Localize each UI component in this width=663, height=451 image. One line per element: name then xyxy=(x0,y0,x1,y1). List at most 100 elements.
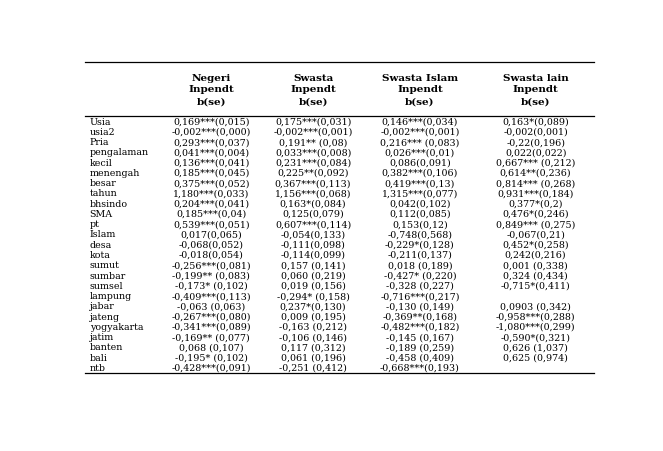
Text: 0,625 (0,974): 0,625 (0,974) xyxy=(503,353,568,362)
Text: kota: kota xyxy=(90,250,111,259)
Text: bali: bali xyxy=(90,353,107,362)
Text: -0,256***(0,081): -0,256***(0,081) xyxy=(172,261,251,270)
Text: jabar: jabar xyxy=(90,302,114,311)
Text: -0,195* (0,102): -0,195* (0,102) xyxy=(175,353,248,362)
Text: 0,169***(0,015): 0,169***(0,015) xyxy=(173,117,249,126)
Text: 0,814*** (0,268): 0,814*** (0,268) xyxy=(496,179,575,188)
Text: 0,163*(0,089): 0,163*(0,089) xyxy=(503,117,569,126)
Text: -0,106 (0,146): -0,106 (0,146) xyxy=(279,332,347,341)
Text: 0,476*(0,246): 0,476*(0,246) xyxy=(503,209,569,218)
Text: 0,041***(0,004): 0,041***(0,004) xyxy=(173,148,249,157)
Text: usia2: usia2 xyxy=(90,128,115,137)
Text: -0,22(0,196): -0,22(0,196) xyxy=(506,138,565,147)
Text: banten: banten xyxy=(90,343,123,352)
Text: sumbar: sumbar xyxy=(90,271,126,280)
Text: -0,114(0,099): -0,114(0,099) xyxy=(280,250,345,259)
Text: Usia: Usia xyxy=(90,117,111,126)
Text: pt: pt xyxy=(90,220,99,229)
Text: sumsel: sumsel xyxy=(90,281,123,290)
Text: 0,112(0,085): 0,112(0,085) xyxy=(389,209,451,218)
Text: -0,163 (0,212): -0,163 (0,212) xyxy=(279,322,347,331)
Text: -0,428***(0,091): -0,428***(0,091) xyxy=(172,363,251,372)
Text: -0,427* (0,220): -0,427* (0,220) xyxy=(384,271,456,280)
Text: -0,130 (0,149): -0,130 (0,149) xyxy=(386,302,454,311)
Text: 0,125(0,079): 0,125(0,079) xyxy=(282,209,344,218)
Text: 0,163*(0,084): 0,163*(0,084) xyxy=(280,199,346,208)
Text: 0,614**(0,236): 0,614**(0,236) xyxy=(500,169,572,177)
Text: 0,001 (0,338): 0,001 (0,338) xyxy=(503,261,568,270)
Text: 1,180***(0,033): 1,180***(0,033) xyxy=(173,189,249,198)
Text: 0,216*** (0,083): 0,216*** (0,083) xyxy=(380,138,459,147)
Text: 0,086(0,091): 0,086(0,091) xyxy=(389,158,451,167)
Text: 0,026***(0,01): 0,026***(0,01) xyxy=(385,148,455,157)
Text: Islam: Islam xyxy=(90,230,116,239)
Text: 0,185***(0,04): 0,185***(0,04) xyxy=(176,209,247,218)
Text: 0,175***(0,031): 0,175***(0,031) xyxy=(275,117,351,126)
Text: bhsindo: bhsindo xyxy=(90,199,128,208)
Text: 0,061 (0,196): 0,061 (0,196) xyxy=(280,353,345,362)
Text: -0,111(0,098): -0,111(0,098) xyxy=(280,240,345,249)
Text: 0,452*(0,258): 0,452*(0,258) xyxy=(503,240,569,249)
Text: pengalaman: pengalaman xyxy=(90,148,149,157)
Text: 0,157 (0,141): 0,157 (0,141) xyxy=(280,261,345,270)
Text: 0,419***(0,13): 0,419***(0,13) xyxy=(385,179,455,188)
Text: 0,607***(0,114): 0,607***(0,114) xyxy=(275,220,351,229)
Text: -0,958***(0,288): -0,958***(0,288) xyxy=(496,312,575,321)
Text: 0,375***(0,052): 0,375***(0,052) xyxy=(173,179,249,188)
Text: 0,225**(0,092): 0,225**(0,092) xyxy=(277,169,349,177)
Text: 0,042(0,102): 0,042(0,102) xyxy=(389,199,451,208)
Text: -0,267***(0,080): -0,267***(0,080) xyxy=(172,312,251,321)
Text: 0,231***(0,084): 0,231***(0,084) xyxy=(275,158,351,167)
Text: -0,251 (0,412): -0,251 (0,412) xyxy=(279,363,347,372)
Text: desa: desa xyxy=(90,240,112,249)
Text: 1,156***(0,068): 1,156***(0,068) xyxy=(275,189,351,198)
Text: 0,018 (0,189): 0,018 (0,189) xyxy=(388,261,452,270)
Text: -0,369**(0,168): -0,369**(0,168) xyxy=(383,312,457,321)
Text: 0,191** (0,08): 0,191** (0,08) xyxy=(279,138,347,147)
Text: 0,377*(0,2): 0,377*(0,2) xyxy=(509,199,563,208)
Text: besar: besar xyxy=(90,179,116,188)
Text: 1,315***(0,077): 1,315***(0,077) xyxy=(382,189,458,198)
Text: Swasta lain
Inpendt
b(se): Swasta lain Inpendt b(se) xyxy=(503,74,568,106)
Text: -0,458 (0,409): -0,458 (0,409) xyxy=(386,353,454,362)
Text: 0,667*** (0,212): 0,667*** (0,212) xyxy=(496,158,575,167)
Text: -0,189 (0,259): -0,189 (0,259) xyxy=(386,343,454,352)
Text: kecil: kecil xyxy=(90,158,113,167)
Text: 0,237*(0,130): 0,237*(0,130) xyxy=(280,302,346,311)
Text: -0,716***(0,217): -0,716***(0,217) xyxy=(380,291,459,300)
Text: 0,0903 (0,342): 0,0903 (0,342) xyxy=(500,302,571,311)
Text: 0,293***(0,037): 0,293***(0,037) xyxy=(173,138,249,147)
Text: -0,341***(0,089): -0,341***(0,089) xyxy=(172,322,251,331)
Text: 0,626 (1,037): 0,626 (1,037) xyxy=(503,343,568,352)
Text: 0,033***(0,008): 0,033***(0,008) xyxy=(275,148,351,157)
Text: -0,169** (0,077): -0,169** (0,077) xyxy=(172,332,250,341)
Text: 0,204***(0,041): 0,204***(0,041) xyxy=(173,199,249,208)
Text: 0,153(0,12): 0,153(0,12) xyxy=(392,220,448,229)
Text: -0,482***(0,182): -0,482***(0,182) xyxy=(380,322,459,331)
Text: -0,018(0,054): -0,018(0,054) xyxy=(179,250,244,259)
Text: Negeri
Inpendt
b(se): Negeri Inpendt b(se) xyxy=(188,74,234,106)
Text: -0,199** (0,083): -0,199** (0,083) xyxy=(172,271,250,280)
Text: 0,009 (0,195): 0,009 (0,195) xyxy=(280,312,345,321)
Text: -0,002***(0,001): -0,002***(0,001) xyxy=(380,128,459,137)
Text: -0,067(0,21): -0,067(0,21) xyxy=(506,230,565,239)
Text: -0,229*(0,128): -0,229*(0,128) xyxy=(385,240,455,249)
Text: -0,715*(0,411): -0,715*(0,411) xyxy=(501,281,570,290)
Text: jateng: jateng xyxy=(90,312,120,321)
Text: -0,145 (0,167): -0,145 (0,167) xyxy=(386,332,454,341)
Text: sumut: sumut xyxy=(90,261,119,270)
Text: ntb: ntb xyxy=(90,363,105,372)
Text: -0,173* (0,102): -0,173* (0,102) xyxy=(175,281,248,290)
Text: Swasta Islam
Inpendt
b(se): Swasta Islam Inpendt b(se) xyxy=(382,74,458,106)
Text: 0,324 (0,434): 0,324 (0,434) xyxy=(503,271,568,280)
Text: 0,017(0,065): 0,017(0,065) xyxy=(180,230,242,239)
Text: -0,211(0,137): -0,211(0,137) xyxy=(387,250,452,259)
Text: -0,068(0,052): -0,068(0,052) xyxy=(179,240,244,249)
Text: -1,080***(0,299): -1,080***(0,299) xyxy=(496,322,575,331)
Text: 0,849*** (0,275): 0,849*** (0,275) xyxy=(496,220,575,229)
Text: -0,748(0,568): -0,748(0,568) xyxy=(387,230,452,239)
Text: 0,185***(0,045): 0,185***(0,045) xyxy=(173,169,249,177)
Text: jatim: jatim xyxy=(90,332,114,341)
Text: 0,539***(0,051): 0,539***(0,051) xyxy=(173,220,250,229)
Text: -0,328 (0,227): -0,328 (0,227) xyxy=(386,281,454,290)
